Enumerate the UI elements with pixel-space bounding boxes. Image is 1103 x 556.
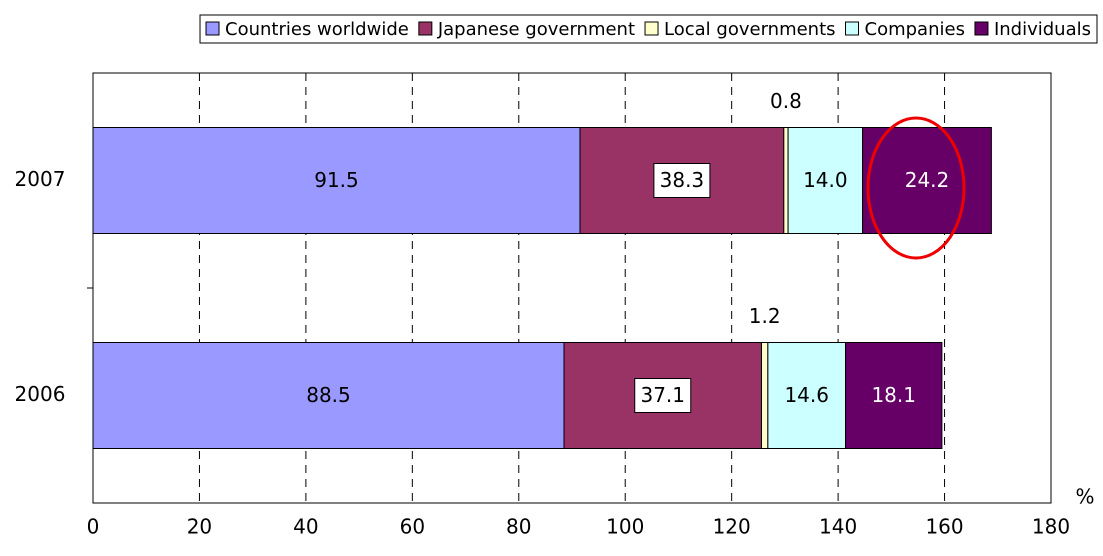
legend-label: Individuals <box>994 19 1091 40</box>
y-tick-label: 2007 <box>15 167 66 191</box>
x-tick-label: 100 <box>606 515 644 539</box>
legend-swatch <box>974 21 989 36</box>
value-label: 91.5 <box>314 168 359 192</box>
x-axis-label: % <box>1075 485 1094 509</box>
value-label: 14.0 <box>803 168 848 192</box>
value-label: 38.3 <box>660 168 705 192</box>
x-tick-label: 120 <box>713 515 751 539</box>
legend-swatch <box>205 21 220 36</box>
x-tick-label: 20 <box>187 515 212 539</box>
value-label: 14.6 <box>784 383 829 407</box>
x-tick-label: 180 <box>1032 515 1070 539</box>
x-tick-label: 60 <box>400 515 425 539</box>
value-label: 18.1 <box>871 383 916 407</box>
legend-label: Local governments <box>664 19 835 40</box>
legend-label: Japanese government <box>437 19 635 40</box>
legend-swatch <box>644 21 659 36</box>
bar-segment <box>845 342 943 449</box>
value-label: 0.8 <box>770 89 802 113</box>
bar-segment <box>760 342 769 449</box>
x-tick-label: 160 <box>925 515 963 539</box>
x-tick-label: 80 <box>506 515 531 539</box>
legend-swatch <box>418 21 433 36</box>
bar-segment <box>787 127 864 234</box>
value-label: 37.1 <box>640 383 685 407</box>
legend-label: Companies <box>865 19 965 40</box>
bar-segment <box>862 127 992 234</box>
value-label-box <box>653 163 711 198</box>
x-tick-label: 140 <box>819 515 857 539</box>
bar-segment <box>767 342 847 449</box>
value-label: 88.5 <box>306 383 351 407</box>
highlight-ellipse <box>866 116 966 260</box>
legend-swatch <box>845 21 860 36</box>
value-label: 1.2 <box>749 304 781 328</box>
y-tick-label: 2006 <box>15 382 66 406</box>
x-tick-label: 40 <box>293 515 318 539</box>
value-label: 24.2 <box>905 168 950 192</box>
bar-segment <box>92 342 565 449</box>
x-tick-label: 0 <box>87 515 100 539</box>
legend: Countries worldwide Japanese government Lo… <box>199 14 1098 44</box>
bar-segment <box>783 127 789 234</box>
value-label-box <box>634 378 692 413</box>
legend-label: Countries worldwide <box>225 19 409 40</box>
